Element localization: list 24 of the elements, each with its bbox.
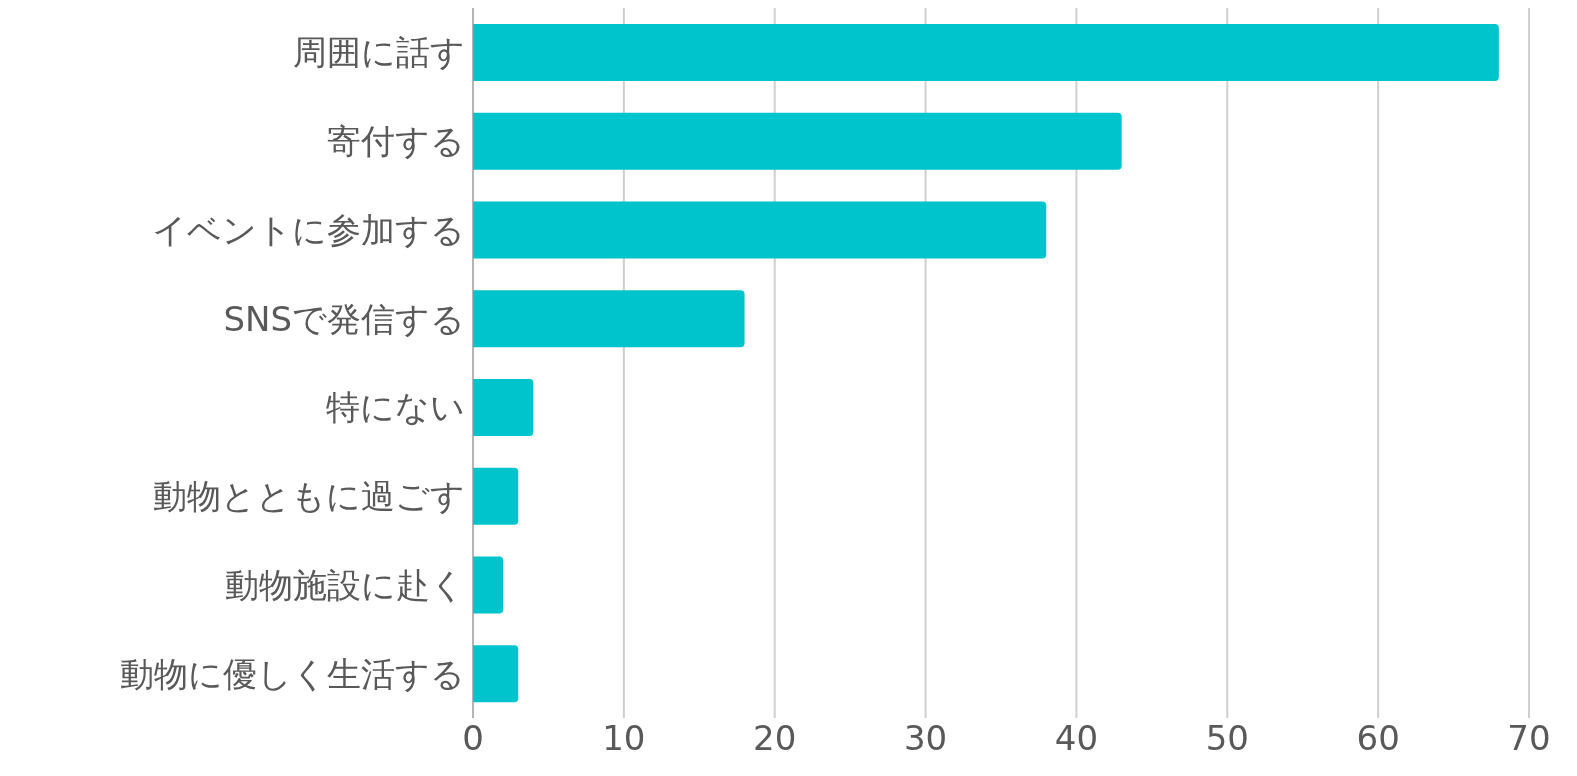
x-tick-label: 70 — [1507, 718, 1551, 759]
y-tick-label: 寄付する — [327, 121, 465, 162]
x-tick-label: 20 — [753, 718, 797, 759]
y-tick-label: 動物とともに過ごす — [153, 476, 465, 517]
y-tick-label: 動物に優しく生活する — [120, 653, 465, 694]
x-tick-label: 60 — [1356, 718, 1400, 759]
x-tick-label: 30 — [903, 718, 948, 759]
y-tick-label: 動物施設に赴く — [225, 564, 465, 605]
y-tick-label: SNSで発信する — [223, 298, 465, 339]
y-tick-label: 周囲に話す — [293, 32, 465, 73]
y-tick-label: 特にない — [326, 387, 465, 428]
bar — [473, 201, 1047, 259]
bar — [473, 112, 1122, 170]
y-tick-label: イベントに参加する — [152, 209, 465, 250]
x-tick-label: 0 — [462, 718, 484, 759]
bar — [473, 378, 534, 436]
x-tick-label: 50 — [1205, 718, 1249, 759]
bar — [473, 290, 745, 348]
bar — [473, 23, 1499, 81]
bar — [473, 645, 519, 703]
bar — [473, 467, 519, 525]
x-tick-label: 10 — [602, 718, 646, 759]
x-tick-label: 40 — [1054, 718, 1099, 759]
bar — [473, 556, 504, 614]
